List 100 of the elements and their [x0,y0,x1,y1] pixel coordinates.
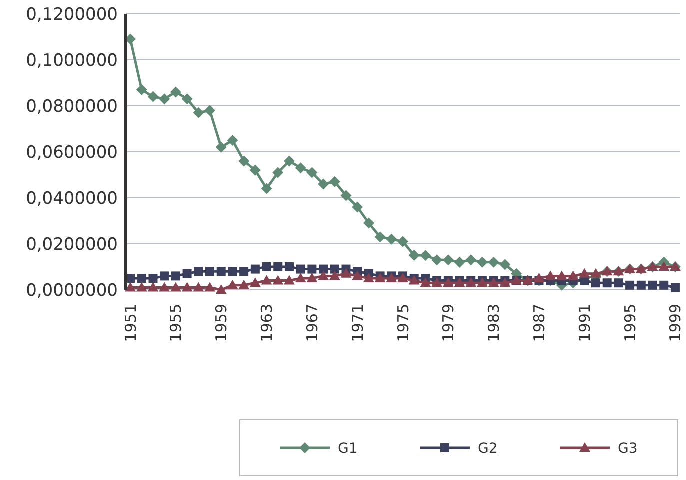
point [352,202,364,213]
point [216,142,227,153]
point [308,264,317,274]
point [250,264,260,274]
point [306,273,318,282]
point [159,282,170,292]
point [272,275,284,285]
point [295,162,306,174]
point [648,280,658,290]
legend-label: G2 [478,440,498,457]
x-tick-label: 1991 [576,304,594,342]
point [136,84,148,96]
point [238,280,250,290]
point [171,272,180,281]
point [454,256,466,268]
point [160,272,170,281]
point [318,178,330,190]
point [182,282,193,292]
point [670,283,680,292]
point [398,236,408,248]
point [216,284,227,294]
point [284,275,295,285]
point [352,270,364,280]
point [136,282,148,292]
point [274,262,283,272]
x-tick-label: 1963 [258,304,276,342]
point [170,282,182,292]
point [329,270,340,280]
x-tick-label: 1955 [167,304,186,342]
point [148,282,159,292]
point [206,267,215,276]
point [272,167,284,178]
point [284,262,294,272]
legend-label: G1 [338,440,358,457]
x-tick-label: 1975 [394,304,412,342]
point [488,256,500,268]
point [602,278,612,288]
point [318,270,330,280]
point [170,86,182,98]
point [159,94,170,105]
y-tick-label: 0,1000000 [26,50,118,71]
x-tick-label: 1995 [621,304,640,342]
point [228,267,238,276]
point [262,262,272,272]
y-tick-label: 0,1200000 [26,4,118,25]
point [568,270,579,280]
point [330,264,340,274]
y-tick-label: 0,0200000 [26,234,118,255]
point [374,232,386,243]
x-tick-label: 1971 [348,304,367,342]
point [137,274,146,283]
point [660,280,669,290]
point [193,282,204,292]
point [296,264,306,274]
point [204,282,216,292]
point [182,94,193,105]
point [250,164,261,176]
point [227,280,238,290]
point [238,156,250,167]
point [204,105,216,116]
point [545,270,556,280]
y-tick-label: 0,0600000 [26,142,118,163]
point [363,273,374,282]
point [363,218,374,229]
point [295,273,306,282]
point [386,234,398,245]
point [340,190,352,202]
x-tick-label: 1999 [666,304,685,342]
point [579,268,590,278]
point [261,183,272,194]
point [636,280,646,290]
x-tick-label: 1959 [212,304,231,342]
point [340,268,352,278]
point [556,270,568,280]
point [432,254,443,266]
point [420,250,432,261]
x-tick-label: 1967 [303,304,322,342]
point [408,250,420,261]
point [240,267,249,276]
x-tick-label: 1951 [122,304,140,342]
point [466,254,477,266]
point [194,267,204,276]
x-tick-label: 1983 [485,304,504,342]
point [216,267,226,276]
point [590,268,602,278]
point [261,275,272,285]
point [626,280,635,290]
point [319,264,328,274]
legend-label: G3 [618,440,638,457]
y-tick-label: 0,0800000 [26,96,118,117]
y-tick-label: 0,0400000 [26,188,118,209]
point [125,282,136,292]
point [306,167,318,178]
point [476,256,488,268]
point [148,91,159,102]
point [284,156,295,167]
point [227,135,238,146]
point [329,176,340,188]
x-tick-label: 1987 [530,304,548,342]
point [500,259,511,270]
